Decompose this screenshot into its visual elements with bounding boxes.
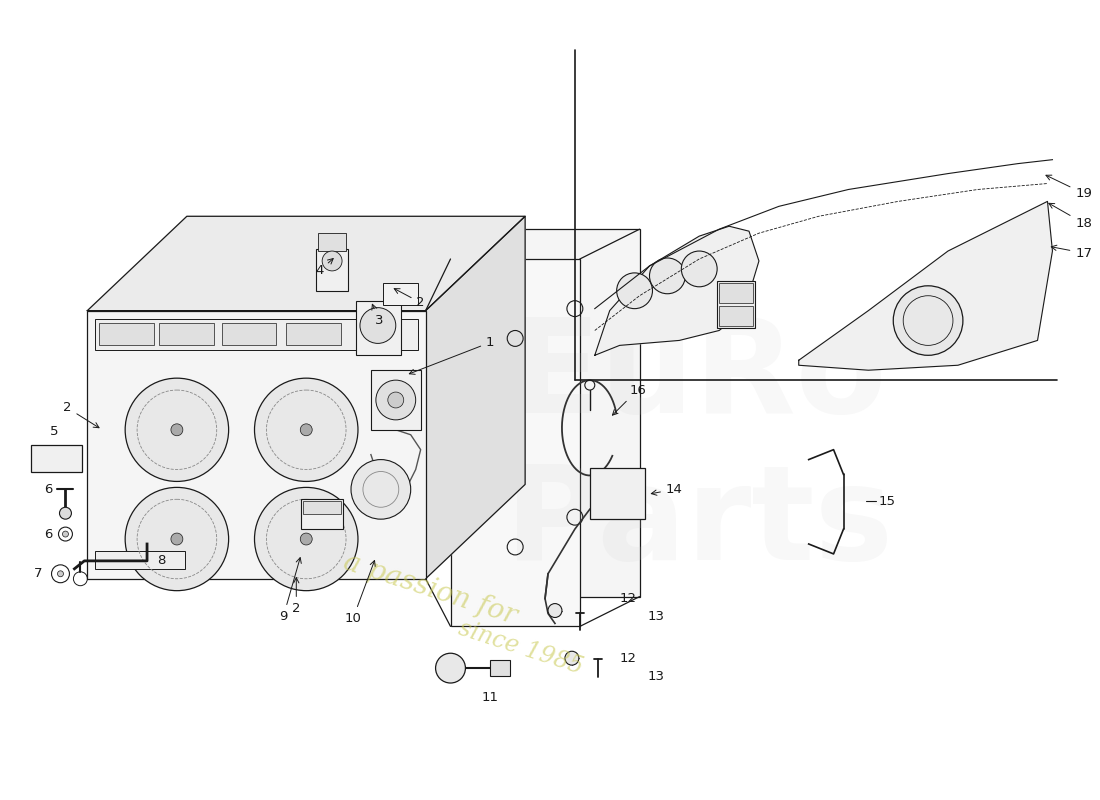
Text: 16: 16 (613, 383, 646, 415)
Bar (99, 322, 154, 346)
Circle shape (565, 651, 579, 665)
Text: 2: 2 (63, 402, 99, 428)
Circle shape (649, 258, 685, 294)
Bar (719, 306, 754, 326)
Circle shape (59, 507, 72, 519)
Bar (590, 467, 645, 519)
Circle shape (170, 424, 183, 436)
Circle shape (681, 251, 717, 286)
Bar (96, 318, 418, 350)
Bar (160, 322, 213, 346)
Circle shape (436, 654, 465, 683)
Text: 9: 9 (279, 558, 301, 623)
Bar (318, 233, 346, 251)
Text: EuRo
Parts: EuRo Parts (505, 313, 894, 586)
Circle shape (170, 533, 183, 545)
Bar (491, 660, 510, 676)
Text: 11: 11 (482, 691, 498, 705)
Bar (451, 259, 580, 626)
Circle shape (300, 533, 312, 545)
Circle shape (63, 531, 68, 537)
Text: a passion for: a passion for (341, 548, 520, 630)
Text: 1: 1 (409, 336, 495, 374)
Text: 7: 7 (34, 567, 43, 580)
Polygon shape (426, 216, 525, 578)
Bar (371, 370, 420, 430)
Text: 6: 6 (44, 527, 53, 541)
Circle shape (388, 392, 404, 408)
Bar (96, 551, 185, 569)
Circle shape (125, 487, 229, 590)
Circle shape (548, 603, 562, 618)
Text: 14: 14 (651, 483, 683, 496)
Circle shape (57, 571, 64, 577)
Circle shape (254, 378, 358, 482)
Circle shape (376, 380, 416, 420)
Bar (356, 301, 400, 355)
Text: 5: 5 (51, 426, 58, 438)
Bar (383, 283, 418, 305)
Text: since 1985: since 1985 (455, 618, 585, 679)
Text: 17: 17 (1052, 246, 1092, 259)
Text: 3: 3 (372, 304, 383, 327)
Text: 19: 19 (1046, 175, 1092, 200)
Circle shape (617, 273, 652, 309)
Text: 6: 6 (44, 483, 53, 496)
Bar (286, 322, 341, 346)
Bar (31, 445, 82, 473)
Polygon shape (799, 202, 1053, 370)
Bar (316, 249, 348, 290)
Bar (87, 310, 426, 578)
Text: 4: 4 (315, 258, 333, 278)
Text: 12: 12 (619, 652, 637, 665)
Bar (301, 499, 343, 529)
Text: 12: 12 (619, 592, 637, 605)
Text: 10: 10 (344, 561, 375, 625)
Bar (510, 229, 639, 597)
Polygon shape (87, 216, 525, 310)
Bar (717, 281, 755, 329)
Text: 2: 2 (394, 289, 425, 309)
Text: 13: 13 (648, 670, 664, 682)
Bar (222, 322, 276, 346)
Bar (304, 502, 341, 514)
Text: 15: 15 (878, 494, 895, 508)
Circle shape (893, 286, 962, 355)
Circle shape (254, 487, 358, 590)
Text: 18: 18 (1048, 203, 1092, 230)
Text: 13: 13 (648, 610, 664, 623)
Circle shape (351, 459, 410, 519)
Bar (719, 283, 754, 302)
Circle shape (300, 424, 312, 436)
Polygon shape (595, 226, 759, 355)
Text: 2: 2 (292, 578, 300, 615)
Circle shape (322, 251, 342, 271)
Circle shape (125, 378, 229, 482)
Circle shape (360, 308, 396, 343)
Text: 8: 8 (157, 554, 165, 567)
